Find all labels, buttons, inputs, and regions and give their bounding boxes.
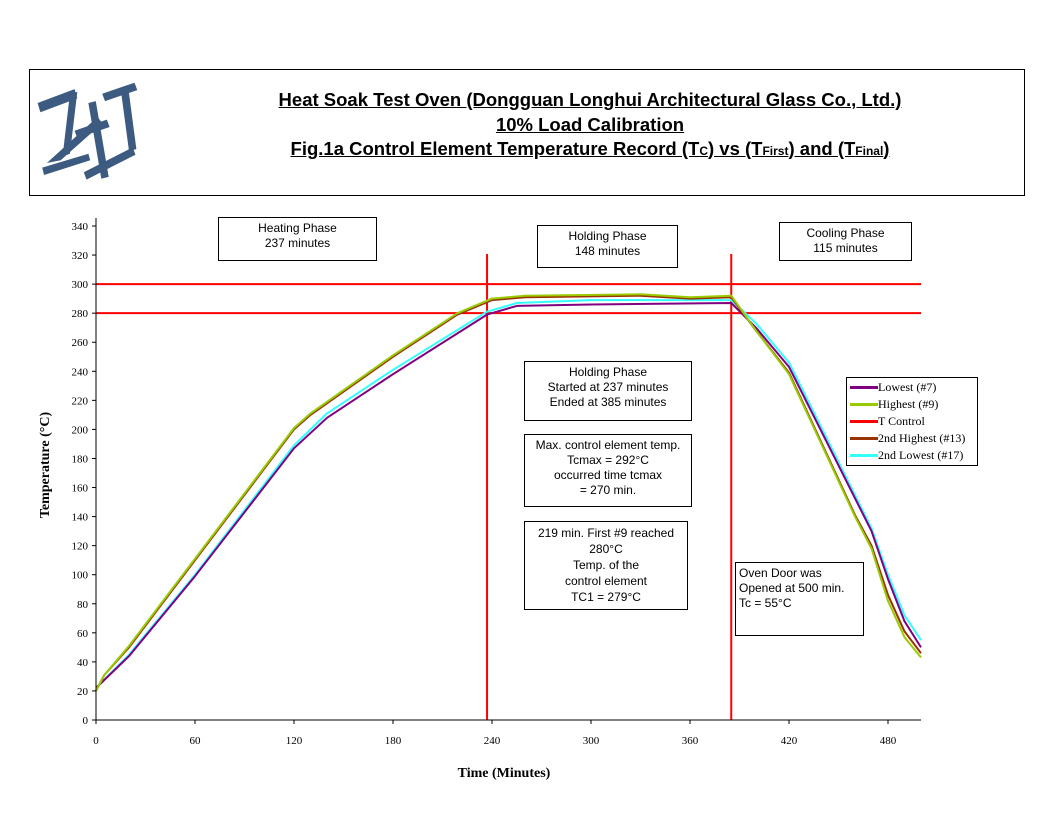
y-tick-label: 260 (72, 337, 89, 349)
x-tick-label: 420 (781, 735, 798, 747)
legend-label: Lowest (#7) (878, 380, 937, 394)
title-part: Fig.1a Control Element Temperature Recor… (290, 138, 700, 159)
x-tick-label: 120 (286, 735, 303, 747)
title-part: ) and (T (788, 138, 856, 159)
legend-label: 2nd Highest (#13) (878, 431, 966, 445)
title-line-3: Fig.1a Control Element Temperature Recor… (200, 137, 980, 164)
max-temp-box: Max. control element temp. Tcmax = 292°C… (524, 434, 692, 507)
cooling-phase-box: Cooling Phase 115 minutes (779, 222, 912, 261)
series-line-2nd-lowest-17 (95, 299, 922, 689)
x-tick-label: 0 (93, 735, 99, 747)
annotation-line: Cooling Phase (806, 226, 885, 240)
annotation-line: occurred time tcmax (553, 468, 663, 482)
annotation-line: Holding Phase (568, 365, 648, 379)
title-part: ) vs (T (707, 138, 763, 159)
chart-title: Heat Soak Test Oven (Dongguan Longhui Ar… (200, 88, 980, 164)
series-line-highest-9 (95, 293, 922, 692)
jas-logo (37, 82, 138, 180)
legend-swatch (850, 437, 878, 440)
y-tick-label: 120 (72, 541, 89, 553)
title-subscript: Final (855, 144, 884, 158)
y-tick-label: 160 (72, 483, 89, 495)
y-tick-label: 200 (72, 424, 89, 436)
oven-door-box: Oven Door was Opened at 500 min. Tc = 55… (735, 562, 864, 636)
annotation-line: 115 minutes (813, 241, 878, 255)
annotation-line: Tc = 55°C (739, 596, 792, 610)
title-line-1: Heat Soak Test Oven (Dongguan Longhui Ar… (278, 89, 902, 110)
legend-item: T Control (847, 413, 977, 430)
x-tick-label: 360 (682, 735, 699, 747)
annotation-line: 219 min. First #9 reached (537, 526, 675, 540)
legend: Lowest (#7) Highest (#9) T Control 2nd High… (846, 377, 978, 466)
y-tick-label: 320 (72, 250, 89, 262)
x-tick-label: 480 (880, 735, 897, 747)
annotation-line: 237 minutes (264, 236, 331, 250)
y-tick-label: 140 (72, 512, 89, 524)
y-tick-label: 100 (72, 570, 89, 582)
y-tick-label: 340 (72, 221, 89, 233)
x-tick-label: 240 (484, 735, 501, 747)
legend-swatch (850, 386, 878, 389)
x-axis-label: Time (Minutes) (458, 766, 551, 781)
annotation-line: Temp. of the (572, 558, 640, 572)
annotation-line: Max. control element temp. (535, 438, 681, 452)
y-tick-label: 220 (72, 395, 89, 407)
y-tick-label: 60 (77, 628, 89, 640)
heating-phase-box: Heating Phase 237 minutes (218, 217, 377, 261)
title-subscript: C (699, 144, 708, 158)
series-line-lowest-7 (95, 302, 922, 689)
first-reach-box: 219 min. First #9 reached 280°C Temp. of… (524, 521, 688, 610)
x-tick-label: 60 (190, 735, 202, 747)
annotation-line: Started at 237 minutes (547, 380, 669, 394)
y-axis-label: Temperature (°C) (38, 412, 53, 519)
legend-item: 2nd Lowest (#17) (847, 447, 977, 464)
annotation-line: Opened at 500 min. (739, 581, 845, 595)
y-tick-label: 240 (72, 366, 89, 378)
annotation-line: Tcmax = 292°C (567, 453, 649, 467)
legend-item: Lowest (#7) (847, 379, 977, 396)
legend-label: 2nd Lowest (#17) (878, 448, 964, 462)
legend-item: 2nd Highest (#13) (847, 430, 977, 447)
legend-swatch (850, 454, 878, 457)
legend-swatch (850, 403, 878, 406)
holding-phase-box: Holding Phase 148 minutes (537, 225, 678, 268)
annotation-line: Oven Door was (739, 566, 822, 580)
y-tick-label: 0 (83, 715, 89, 727)
annotation-line: Holding Phase (568, 229, 647, 243)
title-part: ) (883, 138, 890, 159)
title-subscript: First (762, 144, 789, 158)
y-tick-label: 180 (72, 453, 89, 465)
title-line-2: 10% Load Calibration (495, 113, 685, 135)
annotation-line: Ended at 385 minutes (549, 395, 667, 409)
y-tick-label: 40 (77, 657, 89, 669)
annotation-line: 148 minutes (574, 244, 641, 258)
x-tick-label: 180 (385, 735, 402, 747)
x-tick-label: 300 (583, 735, 600, 747)
y-tick-label: 280 (72, 308, 89, 320)
y-tick-label: 20 (77, 686, 89, 698)
y-tick-label: 80 (77, 599, 89, 611)
annotation-line: = 270 min. (579, 483, 637, 497)
annotation-line: TC1 = 279°C (571, 590, 641, 604)
y-tick-label: 300 (72, 279, 89, 291)
header-box: Heat Soak Test Oven (Dongguan Longhui Ar… (29, 69, 1025, 196)
legend-item: Highest (#9) (847, 396, 977, 413)
annotation-line: control element (564, 574, 648, 588)
legend-swatch (850, 420, 878, 423)
legend-label: Highest (#9) (878, 397, 939, 411)
holding-info-box: Holding Phase Started at 237 minutes End… (524, 361, 692, 421)
legend-label: T Control (878, 414, 925, 428)
annotation-line: Heating Phase (258, 221, 337, 235)
annotation-line: 280°C (589, 542, 623, 556)
